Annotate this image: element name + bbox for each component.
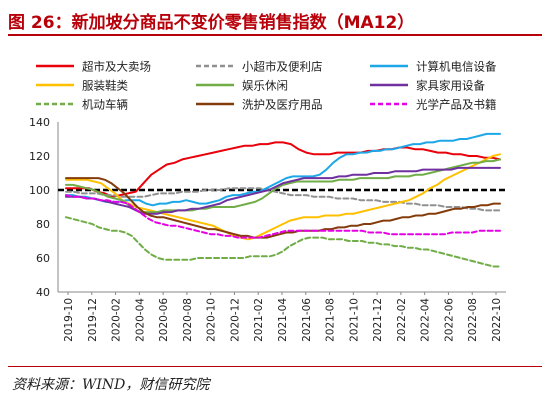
legend-label: 超市及大卖场 (82, 60, 151, 74)
source-note: 资料来源：WIND，财信研究院 (12, 377, 210, 393)
legend-item: 光学产品及书籍 (370, 98, 497, 112)
x-tick-label: 2020-08 (182, 298, 194, 342)
series-line (65, 141, 501, 198)
series-line (65, 187, 501, 212)
x-tick-label: 2022-06 (443, 298, 455, 342)
x-tick-label: 2021-12 (372, 298, 384, 342)
series-line (65, 132, 501, 207)
legend-label: 家具家用设备 (416, 79, 485, 93)
x-axis: 2019-10 2019-12 2020-02 2020-04 2020-06 2020-… (63, 292, 503, 342)
legend-item: 娱乐休闲 (196, 79, 288, 93)
legend-item: 机动车辆 (36, 98, 128, 112)
x-tick-label: 2021-04 (277, 298, 289, 342)
y-tick-label: 120 (29, 150, 50, 163)
x-tick-label: 2021-06 (301, 298, 313, 342)
x-tick-label: 2022-04 (420, 298, 432, 342)
y-tick-label: 40 (36, 286, 50, 299)
x-tick-label: 2020-06 (158, 298, 170, 342)
x-tick-label: 2022-08 (467, 298, 479, 342)
series-lines (65, 132, 501, 268)
x-tick-label: 2021-02 (253, 298, 265, 342)
series-line (65, 194, 501, 239)
series-line (65, 177, 501, 239)
legend-label: 小超市及便利店 (242, 60, 323, 74)
title-divider (8, 34, 542, 36)
legend-item: 洗护及医疗用品 (196, 98, 323, 112)
y-axis: 40 60 80 100 120 140 (29, 116, 50, 299)
y-tick-label: 80 (36, 218, 50, 231)
x-tick-label: 2021-10 (348, 298, 360, 342)
legend-label: 机动车辆 (82, 98, 128, 112)
legend-label: 计算机电信设备 (416, 60, 497, 74)
x-tick-label: 2019-12 (87, 298, 99, 342)
legend-item: 计算机电信设备 (370, 60, 497, 74)
legend-item: 小超市及便利店 (196, 60, 323, 74)
x-tick-label: 2020-04 (134, 298, 146, 342)
series-line (65, 216, 501, 268)
legend-label: 娱乐休闲 (242, 79, 288, 93)
chart-title: 图 26：新加坡分商品不变价零售销售指数（MA12） (8, 13, 415, 33)
x-tick-label: 2022-10 (491, 298, 503, 342)
legend-item: 超市及大卖场 (36, 60, 151, 74)
legend-item: 家具家用设备 (370, 79, 485, 93)
x-tick-label: 2021-08 (325, 298, 337, 342)
x-tick-label: 2022-02 (396, 298, 408, 342)
y-tick-label: 60 (36, 252, 50, 265)
x-tick-label: 2020-12 (229, 298, 241, 342)
x-tick-label: 2020-02 (111, 298, 123, 342)
legend-label: 服装鞋类 (82, 79, 128, 93)
x-tick-label: 2020-10 (206, 298, 218, 342)
source-divider (8, 366, 542, 367)
legend-label: 光学产品及书籍 (416, 98, 497, 112)
y-tick-label: 140 (29, 116, 50, 129)
y-tick-label: 100 (29, 184, 50, 197)
x-tick-label: 2019-10 (63, 298, 75, 342)
legend-item: 服装鞋类 (36, 79, 128, 93)
legend-label: 洗护及医疗用品 (242, 98, 323, 112)
